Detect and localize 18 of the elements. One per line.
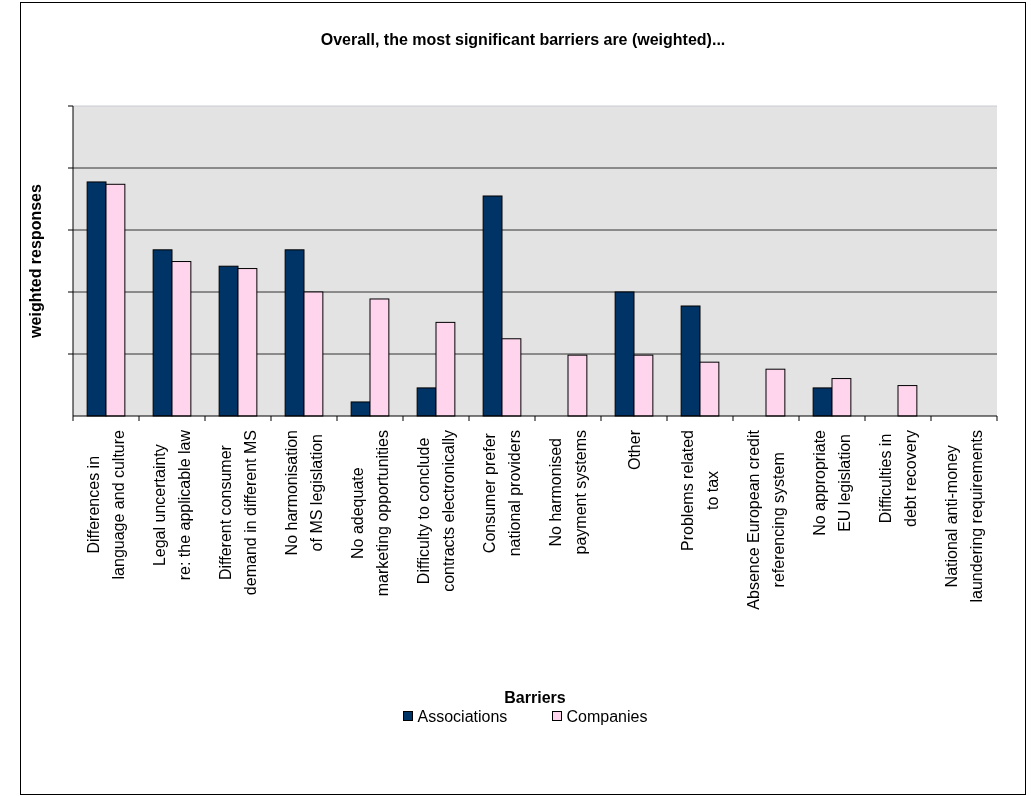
x-tick-label: Difficulties in debt recovery [877,430,919,527]
x-tick-label: No appropriate EU legislation [811,429,853,536]
x-tick-label: Difficulty to conclude contracts electronically [415,430,457,592]
x-tick-label: Problems related to tax [679,430,721,551]
x-tick-label: No adequate marketing opportunities [349,430,391,597]
x-tick-label: Different consumer demand in different MS [217,430,259,596]
x-tick-label: Other [625,429,643,471]
x-tick-label: Consumer prefer national providers [481,430,523,557]
x-axis-title: Barriers [504,688,566,706]
legend-label: Companies [566,707,648,725]
x-tick-label: Legal uncertainty re: the applicable law [151,429,193,581]
y-axis-title: weighted responses [26,183,44,339]
x-tick-label: National anti-money laundering requirements [943,430,985,603]
legend-label: Associations [417,707,508,725]
x-tick-label: No harmonised payment systems [547,430,589,555]
x-tick-label: Differences in language and culture [85,429,127,580]
x-tick-label: No harmonisation of MS legislation [283,430,325,556]
chart-title: Overall, the most significant barriers are (weighted)... [320,31,726,48]
